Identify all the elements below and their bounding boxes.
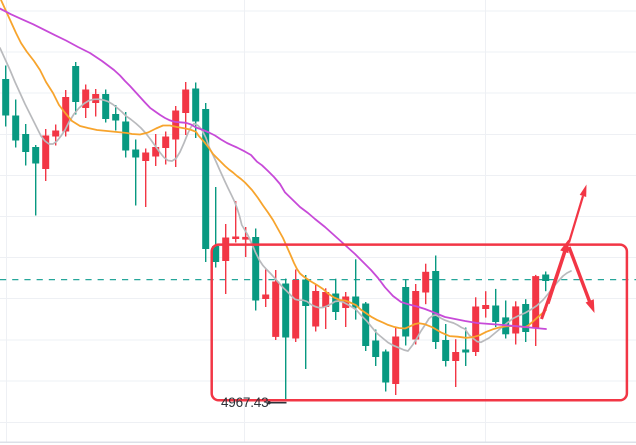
svg-text:4967.43: 4967.43 xyxy=(221,395,268,410)
